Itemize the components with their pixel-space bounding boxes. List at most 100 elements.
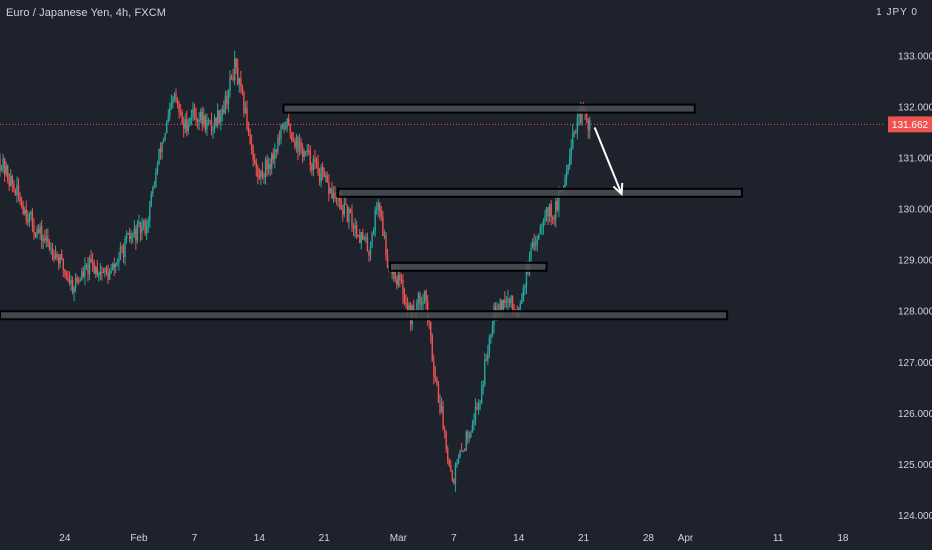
y-tick-label: 131.000	[898, 154, 932, 165]
candle-body	[474, 407, 477, 421]
candle-body	[380, 211, 383, 217]
candle-body	[3, 158, 6, 175]
candle-body	[216, 110, 219, 126]
x-tick-label: 7	[451, 533, 457, 544]
candle-body	[552, 217, 554, 219]
candle-body	[257, 168, 259, 177]
candle-body	[237, 67, 239, 84]
candle-body	[176, 100, 179, 104]
candle-body	[335, 197, 338, 199]
candle-body	[309, 150, 312, 165]
candle-body	[573, 131, 576, 134]
candle-body	[141, 226, 143, 234]
candle-body	[477, 403, 480, 410]
candle-body	[570, 147, 572, 158]
candle-body	[545, 207, 548, 217]
candle-body	[450, 465, 452, 471]
candle-body	[98, 274, 100, 276]
candle-body	[419, 293, 421, 305]
candle-body	[112, 264, 114, 271]
y-tick-label: 125.000	[898, 460, 932, 471]
candle-body	[467, 431, 469, 438]
candle-body	[25, 209, 27, 220]
currency-unit-label[interactable]: 1 JPY 0	[876, 7, 918, 18]
candle-body	[158, 148, 160, 165]
x-tick-label: 14	[254, 533, 266, 544]
candle-body	[488, 337, 491, 352]
candle-body	[366, 237, 369, 252]
candle-body	[428, 319, 430, 323]
candle-body	[484, 359, 486, 385]
candle-body	[454, 465, 457, 484]
candle-body	[34, 232, 37, 237]
candle-body	[538, 233, 540, 240]
x-tick-label: 11	[773, 533, 784, 544]
candle-body	[589, 120, 591, 131]
candle-body	[326, 175, 328, 183]
candle-body	[47, 236, 49, 243]
candle-body	[345, 203, 347, 205]
y-tick-label: 130.000	[898, 205, 932, 216]
candle-body	[565, 170, 568, 178]
y-tick-label: 132.000	[898, 103, 932, 114]
candle-body	[204, 115, 207, 131]
candle-body	[145, 225, 148, 234]
candle-body	[113, 264, 115, 268]
candles	[0, 50, 591, 492]
candle-body	[342, 209, 344, 215]
candle-body	[121, 247, 123, 249]
candle-body	[243, 91, 245, 113]
candle-body	[261, 170, 264, 177]
candle-body	[301, 147, 304, 157]
candle-body	[144, 220, 146, 234]
candle-body	[308, 150, 310, 152]
candle-body	[76, 278, 78, 281]
candle-body	[61, 254, 63, 260]
zone-132[interactable]	[282, 103, 696, 114]
zone-129[interactable]	[388, 261, 548, 272]
candle-body	[510, 295, 512, 304]
candle-body	[317, 161, 319, 175]
candle-body	[436, 378, 438, 385]
candle-body	[471, 425, 474, 433]
candle-body	[460, 450, 463, 452]
candle-body	[73, 287, 75, 293]
candle-body	[135, 229, 137, 241]
candle-body	[576, 116, 579, 132]
zone-130[interactable]	[337, 187, 743, 198]
candle-body	[181, 112, 183, 124]
candle-body	[303, 151, 305, 157]
candle-body	[198, 119, 200, 122]
candle-body	[292, 140, 295, 142]
down-arrow-line[interactable]	[593, 127, 623, 195]
arrow-head-icon	[612, 182, 624, 197]
candle-body	[153, 186, 156, 188]
candle-body	[524, 286, 526, 289]
candle-body	[150, 193, 152, 206]
x-tick-label: Mar	[390, 533, 408, 544]
candle-body	[78, 280, 80, 282]
candle-body	[85, 265, 88, 267]
candle-body	[320, 167, 322, 182]
candle-body	[443, 429, 446, 431]
candle-body	[152, 187, 154, 194]
candle-body	[447, 448, 449, 461]
candle-body	[230, 76, 233, 78]
candle-body	[445, 430, 447, 449]
candle-body	[397, 274, 400, 285]
candle-body	[352, 226, 355, 229]
candle-body	[459, 450, 461, 458]
candle-body	[585, 112, 588, 119]
x-tick-label: 28	[643, 533, 655, 544]
candle-body	[201, 111, 203, 125]
candle-body	[79, 280, 81, 282]
zone-128[interactable]	[0, 310, 729, 321]
candle-body	[422, 300, 424, 305]
candle-body	[315, 160, 318, 162]
candle-body	[132, 233, 134, 237]
candle-body	[547, 207, 549, 217]
candle-body	[298, 141, 301, 152]
candle-body	[408, 304, 410, 312]
